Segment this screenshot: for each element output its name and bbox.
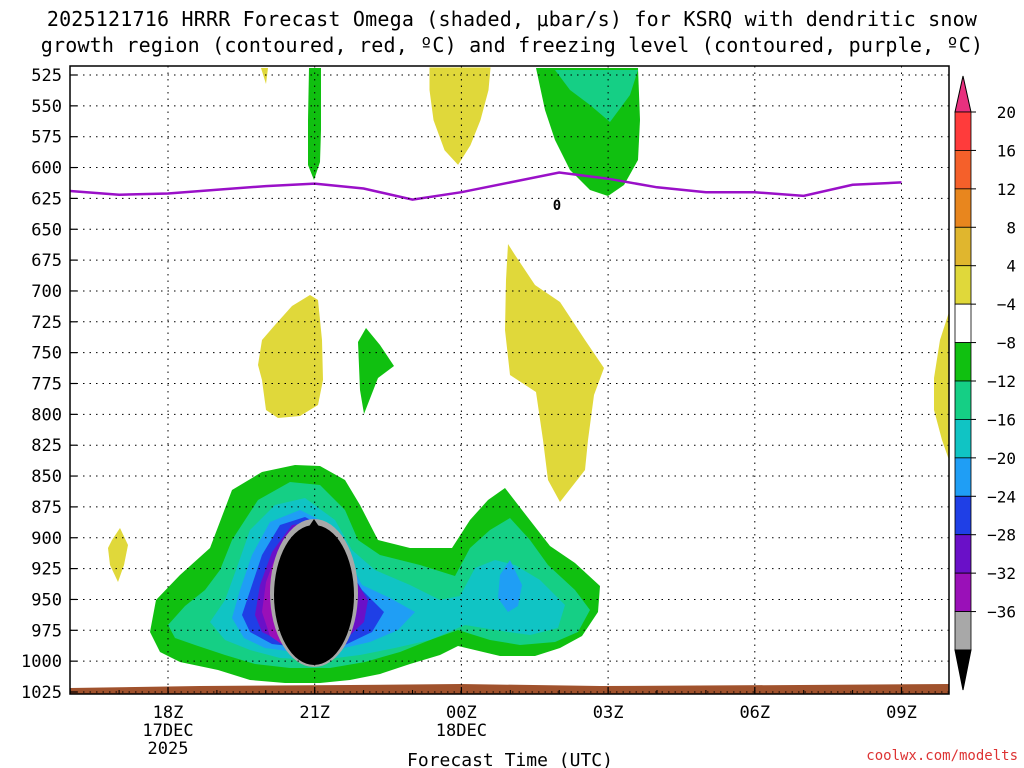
colorbar: 20 16 12 8 4 −4 −8 −12 −16 −20 −24 −28 −32 −36	[954, 75, 1016, 691]
colorbar-label: 16	[997, 141, 1016, 160]
x-tick-label: 06Z	[739, 703, 770, 723]
x-tick-year: 2025	[148, 739, 189, 759]
y-tick-label: 775	[31, 375, 62, 395]
y-tick-label: 875	[31, 498, 62, 518]
colorbar-label: 12	[997, 180, 1016, 199]
terrain-ground	[70, 684, 949, 694]
colorbar-segment	[954, 534, 972, 574]
y-tick-label: 750	[31, 344, 62, 364]
y-tick-label: 1025	[21, 683, 62, 703]
omega-negative-core-black	[274, 525, 354, 665]
y-tick-label: 600	[31, 159, 62, 179]
omega-core-top	[292, 519, 336, 552]
y-tick-label: 925	[31, 560, 62, 580]
colorbar-segment	[954, 188, 972, 228]
colorbar-segment	[954, 303, 972, 343]
y-tick-label: 725	[31, 313, 62, 333]
colorbar-label: −8	[997, 334, 1016, 353]
colorbar-label: −20	[987, 449, 1016, 468]
colorbar-segment	[954, 342, 972, 382]
dotted-grid	[70, 66, 949, 694]
colorbar-label: 20	[997, 103, 1016, 122]
freezing-label-bg	[547, 198, 567, 212]
title-line-1: 2025121716 HRRR Forecast Omega (shaded, …	[46, 7, 978, 31]
freezing-level-label: 0	[553, 198, 561, 214]
x-axis-title: Forecast Time (UTC)	[407, 750, 613, 768]
x-tick-label: 09Z	[886, 703, 917, 723]
credit-text: coolwx.com/modelts	[866, 748, 1018, 764]
y-tick-label: 950	[31, 590, 62, 610]
omega-positive-mid-01z	[505, 244, 604, 502]
y-tick-label: 575	[31, 128, 62, 148]
colorbar-label: −28	[987, 526, 1016, 545]
chart-title: 2025121716 HRRR Forecast Omega (shaded, …	[0, 6, 1024, 58]
y-axis: 525 550 575 600 625 650 675 700 725 750 775 800 825 8…	[21, 66, 77, 703]
y-tick-label: 675	[31, 251, 62, 271]
colorbar-label: −12	[987, 372, 1016, 391]
plot-area: 0	[70, 66, 949, 694]
y-tick-label: 525	[31, 66, 62, 86]
omega-negative-upper-21z	[308, 68, 321, 180]
colorbar-segment	[954, 111, 972, 151]
y-tick-label: 975	[31, 621, 62, 641]
colorbar-segment	[954, 419, 972, 459]
omega-positive-low-17z	[108, 528, 128, 582]
omega-positive-upper-00z	[429, 67, 491, 165]
omega-negative-upper-03z-core	[555, 70, 638, 122]
x-tick-date: 18DEC	[436, 721, 487, 741]
plot-frame	[69, 65, 950, 695]
colorbar-segment	[954, 380, 972, 420]
y-tick-label: 825	[31, 436, 62, 456]
colorbar-segment	[954, 611, 972, 651]
colorbar-top-arrow	[954, 75, 972, 113]
colorbar-label: −16	[987, 410, 1016, 429]
y-tick-label: 625	[31, 189, 62, 209]
y-tick-label: 800	[31, 405, 62, 425]
x-tick-label: 21Z	[299, 703, 330, 723]
colorbar-label: −4	[997, 295, 1016, 314]
colorbar-segment	[954, 495, 972, 536]
colorbar-label: −24	[987, 487, 1016, 506]
colorbar-label: −36	[987, 603, 1016, 622]
x-tick-label: 03Z	[593, 703, 624, 723]
y-tick-label: 850	[31, 467, 62, 487]
colorbar-segment	[954, 265, 972, 305]
omega-negative-mid-22z	[358, 328, 394, 414]
title-line-2: growth region (contoured, red, ºC) and f…	[40, 33, 984, 57]
x-tick-date: 17DEC	[142, 721, 193, 741]
colorbar-segment	[954, 572, 972, 612]
y-tick-label: 900	[31, 529, 62, 549]
omega-positive-right-edge	[934, 312, 949, 460]
colorbar-label: 8	[1006, 218, 1016, 237]
colorbar-label: 4	[1006, 257, 1016, 276]
x-tick-label: 00Z	[446, 703, 477, 723]
y-tick-label: 550	[31, 97, 62, 117]
colorbar-segment	[954, 457, 972, 497]
freezing-level-line	[70, 171, 902, 201]
omega-positive-upper-18z	[261, 68, 268, 84]
colorbar-segment	[954, 226, 972, 267]
x-tick-label: 18Z	[153, 703, 184, 723]
colorbar-bottom-arrow	[954, 649, 972, 691]
y-tick-label: 650	[31, 220, 62, 240]
colorbar-label: −32	[987, 564, 1016, 583]
omega-positive-mid-21z	[258, 295, 323, 418]
y-tick-label: 1000	[21, 652, 62, 672]
colorbar-segment	[954, 150, 972, 190]
omega-negative-secondary-core	[498, 560, 522, 612]
y-tick-label: 700	[31, 282, 62, 302]
